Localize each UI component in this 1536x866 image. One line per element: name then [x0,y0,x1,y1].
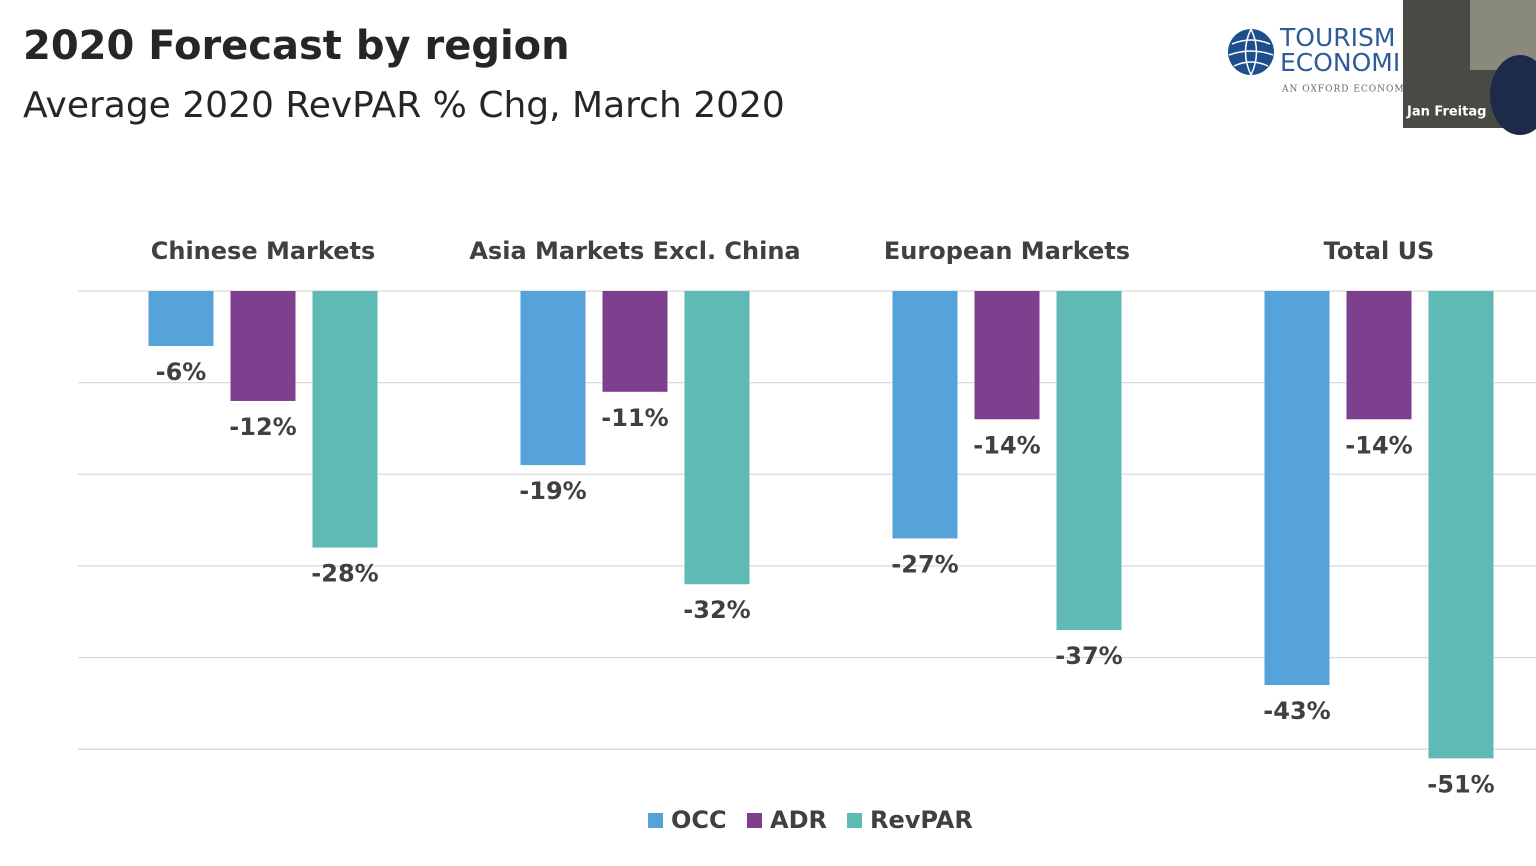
bar [520,291,586,466]
bar [1346,291,1412,420]
bar [892,291,958,539]
value-label: -14% [973,431,1040,459]
logo-tagline: AN OXFORD ECONOM [1281,85,1405,95]
bar [1428,291,1494,759]
value-label: -19% [519,477,586,505]
legend-swatch [747,813,762,828]
bar [230,291,296,401]
bar [1056,291,1122,631]
category-label: European Markets [884,237,1130,265]
bar [148,291,214,346]
bar [602,291,668,392]
plot: Chinese Markets -6% -12% -28% Asia Markets E… [78,237,1536,834]
logo-globe [1228,29,1274,75]
webcam: Jan Freitag [1403,0,1536,135]
legend-swatch [847,813,862,828]
legend-label: OCC [671,806,727,834]
webcam-person [1490,55,1536,135]
value-label: -51% [1427,770,1494,798]
chart-title: 2020 Forecast by region [23,23,570,69]
bar [1264,291,1330,686]
value-label: -43% [1263,697,1330,725]
bar [974,291,1040,420]
value-label: -28% [311,560,378,588]
logo-text: ECONOMI [1280,48,1400,77]
value-label: -32% [683,596,750,624]
value-label: -37% [1055,642,1122,670]
logo: TOURISM ECONOMI AN OXFORD ECONOM [1228,23,1405,95]
value-label: -11% [601,404,668,432]
category-label: Total US [1324,237,1435,265]
bar [312,291,378,548]
chart-subtitle: Average 2020 RevPAR % Chg, March 2020 [23,85,785,126]
bar [684,291,750,585]
legend-label: RevPAR [870,806,973,834]
webcam-name: Jan Freitag [1406,105,1486,120]
category-label: Chinese Markets [151,237,375,265]
legend-label: ADR [770,806,827,834]
value-label: -27% [891,550,958,578]
value-label: -14% [1345,431,1412,459]
category-label: Asia Markets Excl. China [469,237,800,265]
logo-text: TOURISM [1279,23,1395,52]
logo-lines [1228,28,1274,76]
value-label: -6% [156,358,207,386]
legend-swatch [648,813,663,828]
value-label: -12% [229,413,296,441]
